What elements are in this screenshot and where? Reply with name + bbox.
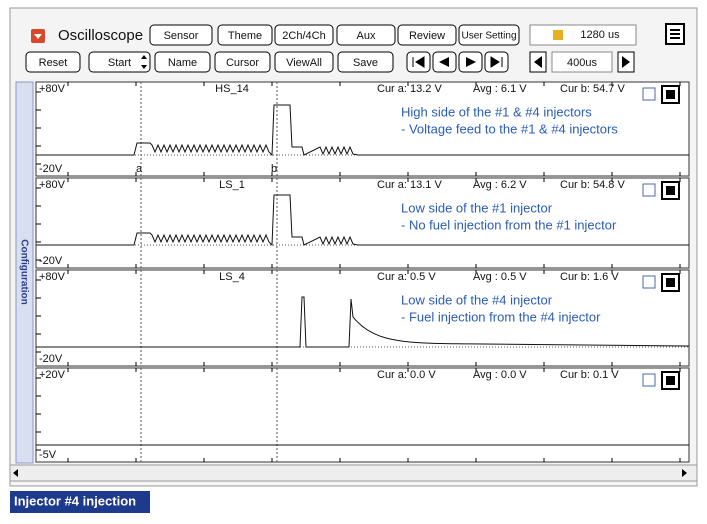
time-div-box: [551, 51, 613, 73]
caption: Injector #4 injection: [14, 493, 136, 508]
annotation: - Fuel injection from the #4 injector: [401, 309, 601, 324]
scale-top: +80V: [39, 271, 66, 283]
time-down-icon: [534, 56, 542, 68]
scale-top: +80V: [39, 179, 66, 191]
annotation: Low side of the #1 injector: [401, 200, 553, 215]
annotation: High side of the #1 & #4 injectors: [401, 104, 592, 119]
side-tab-label: Configuration: [18, 239, 29, 305]
channel-toggle-fill: [666, 376, 675, 385]
button[interactable]: [214, 51, 271, 73]
last-icon: [490, 56, 503, 68]
button-label: Theme: [228, 30, 262, 42]
annotation: - Voltage feed to the #1 & #4 injectors: [401, 121, 618, 136]
channel-panel: [35, 269, 690, 367]
side-tab[interactable]: [15, 81, 34, 464]
cursor-b-value: Cur b: 54.7 V: [560, 83, 625, 95]
button-label: Name: [168, 57, 197, 69]
button[interactable]: [274, 24, 334, 46]
channel-panel: [35, 367, 690, 463]
cursor-a-value: Cur a: 0.0 V: [377, 369, 436, 381]
scale-bottom: -5V: [39, 449, 57, 461]
scale-top: +20V: [39, 369, 66, 381]
nav-buttons: 400us: [406, 51, 635, 73]
scale-bottom: -20V: [39, 353, 63, 365]
button[interactable]: [154, 51, 211, 73]
cursor-b-value: Cur b: 1.6 V: [560, 271, 619, 283]
time-icon: [553, 30, 563, 40]
time-up-icon: [622, 56, 630, 68]
channel-name: HS_14: [215, 83, 249, 95]
next-icon: [466, 57, 476, 67]
channel-name: LS_4: [219, 271, 245, 283]
checkbox[interactable]: [642, 183, 656, 197]
button-label: Aux: [357, 30, 376, 42]
channel-toggle-fill: [666, 278, 675, 287]
button[interactable]: [397, 24, 457, 46]
button[interactable]: [88, 51, 151, 73]
cursor-a-value: Cur a: 13.1 V: [377, 179, 442, 191]
scale-bottom: -20V: [39, 255, 63, 267]
scroll-left[interactable]: [13, 469, 18, 477]
checkbox[interactable]: [642, 87, 656, 101]
menu-icon-lines: [670, 29, 680, 39]
checkbox[interactable]: [642, 373, 656, 387]
first-icon: [412, 56, 425, 68]
button-label: Sensor: [164, 30, 199, 42]
channel-toggle-fill: [666, 186, 675, 195]
annotation: Low side of the #4 injector: [401, 292, 553, 307]
scrollbar[interactable]: [9, 464, 698, 482]
cursor-a-value: Cur a: 13.2 V: [377, 83, 442, 95]
button-label: ViewAll: [286, 57, 322, 69]
button[interactable]: [336, 24, 396, 46]
time-div: 400us: [567, 57, 597, 69]
annotation: - No fuel injection from the #1 injector: [401, 217, 617, 232]
button-label: Save: [353, 57, 378, 69]
time-display: 1280 us: [580, 29, 620, 41]
button-label: 2Ch/4Ch: [282, 30, 325, 42]
cursor-label: b: [271, 163, 277, 175]
channel-panel: [35, 81, 690, 177]
average-value: Avg : 6.1 V: [473, 83, 527, 95]
button-label: User Setting: [461, 31, 516, 42]
waveform: [36, 104, 689, 157]
button[interactable]: [217, 24, 273, 46]
prev-icon: [439, 57, 449, 67]
spin-icon: [141, 55, 147, 69]
channel-toggle-fill: [666, 90, 675, 99]
channel-panel: [35, 177, 690, 269]
button[interactable]: [274, 51, 334, 73]
channel-name: LS_1: [219, 179, 245, 191]
average-value: Avg : 6.2 V: [473, 179, 527, 191]
button-label: Start: [108, 57, 131, 69]
button[interactable]: [149, 24, 213, 46]
scroll-right[interactable]: [682, 469, 687, 477]
cursor-b-value: Cur b: 0.1 V: [560, 369, 619, 381]
button[interactable]: [458, 24, 520, 46]
average-value: Avg : 0.5 V: [473, 271, 527, 283]
button[interactable]: [337, 51, 394, 73]
button-label: Review: [409, 30, 445, 42]
cursor-label: a: [136, 163, 143, 175]
cursor-a-value: Cur a: 0.5 V: [377, 271, 436, 283]
button[interactable]: [25, 51, 81, 73]
button-label: Cursor: [226, 57, 259, 69]
scale-bottom: -20V: [39, 163, 63, 175]
waveform: [36, 296, 690, 348]
average-value: Avg : 0.0 V: [473, 369, 527, 381]
scale-top: +80V: [39, 83, 66, 95]
cursor-b-value: Cur b: 54.8 V: [560, 179, 625, 191]
button-label: Reset: [39, 57, 68, 69]
waveform: [36, 194, 689, 247]
app-icon-arrow: [34, 34, 42, 39]
checkbox[interactable]: [642, 275, 656, 289]
app-title: Oscilloscope: [58, 27, 143, 44]
caption-box: [10, 491, 150, 513]
